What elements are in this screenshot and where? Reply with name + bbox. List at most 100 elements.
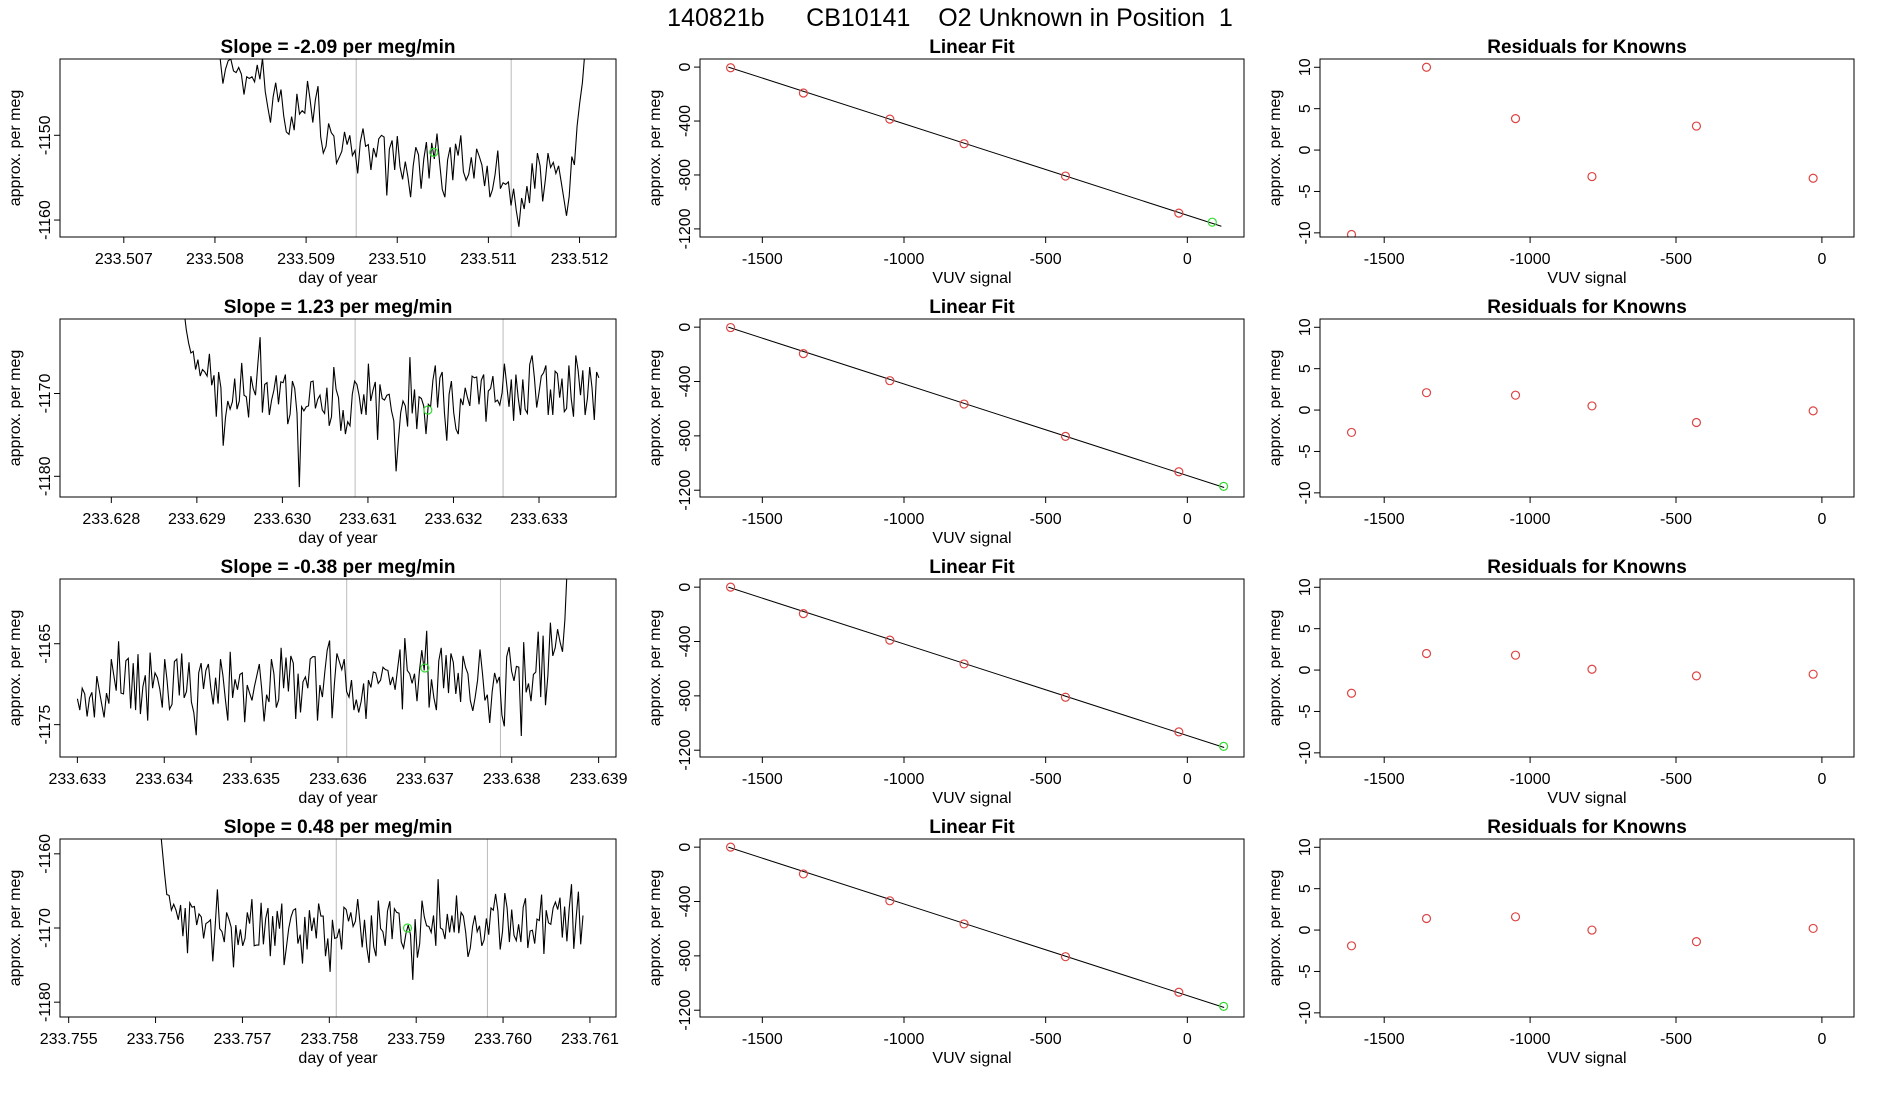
y-tick-label: -800 (677, 159, 694, 191)
x-tick-label: 233.512 (551, 251, 609, 268)
panel-1-3: Residuals for Knowns -1500 -1000 -500 0 VUV s… (1267, 37, 1855, 287)
residual-point (1587, 171, 1597, 182)
x-tick-label: -500 (1660, 771, 1692, 788)
plot-area (76, 579, 568, 757)
y-tick-label: -1160 (37, 834, 54, 874)
plot-frame (699, 578, 1245, 758)
plot-area (725, 322, 1229, 492)
known-point (725, 582, 736, 592)
x-tick-label: 233.634 (135, 771, 193, 788)
known-point (1060, 171, 1071, 181)
x-tick-label: 233.635 (222, 771, 280, 788)
fit-line (728, 586, 1225, 748)
residual-point (1510, 114, 1521, 124)
y-tick-label: -1200 (677, 730, 694, 771)
known-point (959, 399, 969, 409)
y-tick-label: -10 (1297, 481, 1314, 504)
x-tick-label: 233.636 (309, 771, 367, 788)
panel-title: Residuals for Knowns (1487, 557, 1687, 578)
residual-point (1808, 669, 1818, 679)
x-axis-label: VUV signal (932, 270, 1011, 287)
known-point (959, 659, 969, 669)
residual-point (1808, 923, 1818, 934)
x-tick-label: -500 (1660, 1031, 1692, 1048)
y-axis-label: approx. per meg (647, 90, 664, 207)
x-tick-label: 0 (1817, 511, 1826, 528)
y-tick-label: 0 (1297, 926, 1314, 935)
known-point (798, 609, 809, 619)
y-axis-label: approx. per meg (7, 90, 24, 207)
panel-title: Slope = 1.23 per meg/min (224, 297, 453, 318)
y-tick-label: 5 (1297, 884, 1314, 893)
x-tick-label: 233.509 (277, 251, 335, 268)
unknown-point (429, 147, 439, 157)
x-tick-label: 233.507 (95, 251, 153, 268)
x-axis-label: VUV signal (932, 790, 1011, 807)
x-tick-label: 233.632 (425, 511, 483, 528)
known-point (959, 919, 969, 929)
y-tick-label: -1165 (37, 624, 54, 664)
x-tick-label: 233.760 (474, 1031, 532, 1048)
x-tick-label: 0 (1183, 1031, 1192, 1048)
y-axis-label: approx. per meg (7, 350, 24, 467)
y-tick-label: 10 (1297, 838, 1314, 856)
known-point (885, 376, 895, 386)
y-tick-label: -800 (677, 420, 694, 452)
y-tick-label: 0 (677, 843, 694, 852)
x-tick-label: 233.756 (127, 1031, 185, 1048)
y-tick-label: -10 (1297, 221, 1314, 244)
plot-area (184, 319, 600, 497)
panel-title: Residuals for Knowns (1487, 37, 1687, 58)
residual-point (1808, 173, 1818, 183)
y-tick-label: 5 (1297, 364, 1314, 373)
x-tick-label: -1000 (884, 771, 925, 788)
residual-point (1346, 688, 1357, 698)
plot-frame (59, 578, 617, 758)
y-tick-label: 0 (677, 63, 694, 72)
residual-point (1421, 648, 1432, 659)
y-tick-label: -400 (677, 365, 694, 397)
x-tick-label: -1000 (884, 511, 925, 528)
x-axis-label: VUV signal (932, 530, 1011, 547)
x-tick-label: -1500 (1364, 251, 1405, 268)
x-axis-label: day of year (298, 530, 378, 547)
x-tick-label: 233.629 (168, 511, 226, 528)
x-tick-label: -500 (1030, 771, 1062, 788)
y-axis-label: approx. per meg (1267, 90, 1284, 207)
fit-line (728, 326, 1225, 488)
known-point (885, 114, 895, 124)
known-point (885, 896, 895, 906)
y-tick-label: 0 (1297, 666, 1314, 675)
y-tick-label: 5 (1297, 104, 1314, 113)
x-tick-label: -1000 (1510, 771, 1551, 788)
y-axis-label: approx. per meg (1267, 870, 1284, 987)
y-tick-label: -5 (1297, 964, 1314, 978)
x-tick-label: 233.630 (253, 511, 311, 528)
y-axis-label: approx. per meg (7, 610, 24, 727)
plot-frame (699, 838, 1245, 1018)
panel-title: Linear Fit (929, 37, 1015, 58)
known-point (1060, 431, 1071, 441)
x-axis-label: day of year (298, 1050, 378, 1067)
time-series-line (219, 59, 585, 227)
unknown-point (1207, 217, 1217, 227)
plot-area (725, 63, 1222, 227)
residual-point (1691, 671, 1702, 681)
x-tick-label: -1000 (884, 1031, 925, 1048)
plot-area (1346, 648, 1818, 698)
plot-area (219, 59, 585, 237)
y-tick-label: -1200 (677, 470, 694, 511)
y-axis-label: approx. per meg (647, 610, 664, 727)
panel-4-2: Linear Fit -1500 -1000 -500 0 VUV signal 0 -400… (647, 817, 1245, 1067)
panel-3-3: Residuals for Knowns -1500 -1000 -500 0 VUV s… (1267, 557, 1855, 807)
y-axis-label: approx. per meg (1267, 350, 1284, 467)
y-tick-label: 10 (1297, 58, 1314, 76)
plot-frame (59, 838, 617, 1018)
x-tick-label: -1000 (1510, 511, 1551, 528)
panel-1-1: Slope = -2.09 per meg/min 233.507 233.508 2… (7, 37, 617, 287)
panel-2-1: Slope = 1.23 per meg/min 233.628 233.629 23… (7, 297, 617, 547)
y-tick-label: -1170 (37, 374, 54, 414)
unknown-point (423, 405, 433, 415)
residual-point (1421, 913, 1432, 924)
plot-frame (699, 58, 1245, 238)
